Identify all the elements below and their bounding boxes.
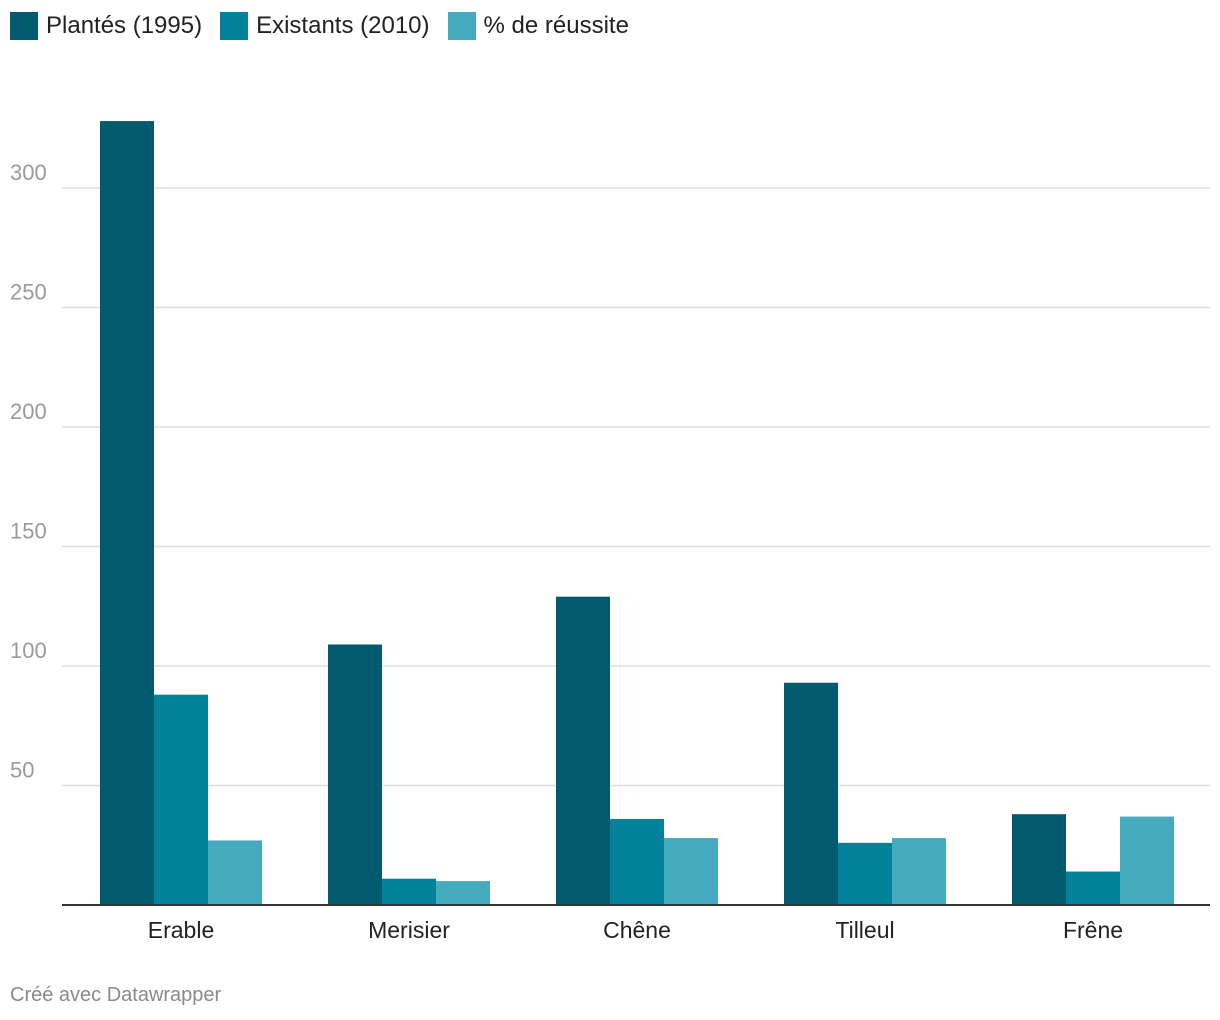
bar-merisier-series-0	[328, 644, 382, 905]
y-tick-label-50: 50	[10, 758, 34, 783]
y-tick-label-250: 250	[10, 280, 47, 305]
y-tick-label-300: 300	[10, 160, 47, 185]
y-tick-label-200: 200	[10, 399, 47, 424]
bar-merisier-series-1	[382, 878, 436, 905]
legend-swatch-reussite	[447, 12, 476, 40]
x-tick-label-0: Erable	[148, 917, 214, 943]
x-tick-label-2: Chêne	[603, 917, 671, 943]
legend-swatch-existants	[220, 12, 249, 40]
legend-label-existants: Existants (2010)	[256, 12, 430, 39]
legend-label-plantes: Plantés (1995)	[46, 12, 203, 39]
datawrapper-credit: Créé avec Datawrapper	[10, 984, 222, 1006]
legend-item-reussite: % de réussite	[447, 12, 629, 40]
bar-frêne-series-1	[1066, 871, 1120, 905]
bar-merisier-series-2	[436, 881, 490, 905]
bar-frêne-series-0	[1012, 814, 1066, 905]
x-tick-label-1: Merisier	[368, 917, 450, 943]
bar-tilleul-series-1	[838, 842, 892, 905]
bar-erable-series-2	[208, 840, 262, 905]
bar-chêne-series-0	[556, 596, 610, 905]
bar-chêne-series-1	[610, 818, 664, 905]
bar-erable-series-1	[154, 694, 208, 905]
legend-swatch-plantes	[10, 12, 38, 40]
bar-erable-series-0	[100, 121, 154, 905]
bar-chêne-series-2	[664, 838, 718, 905]
legend-item-existants: Existants (2010)	[220, 12, 430, 40]
legend-label-reussite: % de réussite	[483, 12, 629, 39]
bar-tilleul-series-0	[784, 682, 838, 905]
legend: Plantés (1995) Existants (2010) % de réu…	[10, 8, 629, 44]
x-tick-label-3: Tilleul	[835, 917, 894, 943]
y-tick-label-100: 100	[10, 638, 47, 663]
y-tick-label-150: 150	[10, 519, 47, 544]
legend-item-plantes: Plantés (1995)	[10, 12, 202, 40]
x-tick-label-4: Frêne	[1063, 917, 1123, 943]
bar-frêne-series-2	[1120, 816, 1174, 905]
bar-tilleul-series-2	[892, 838, 946, 905]
